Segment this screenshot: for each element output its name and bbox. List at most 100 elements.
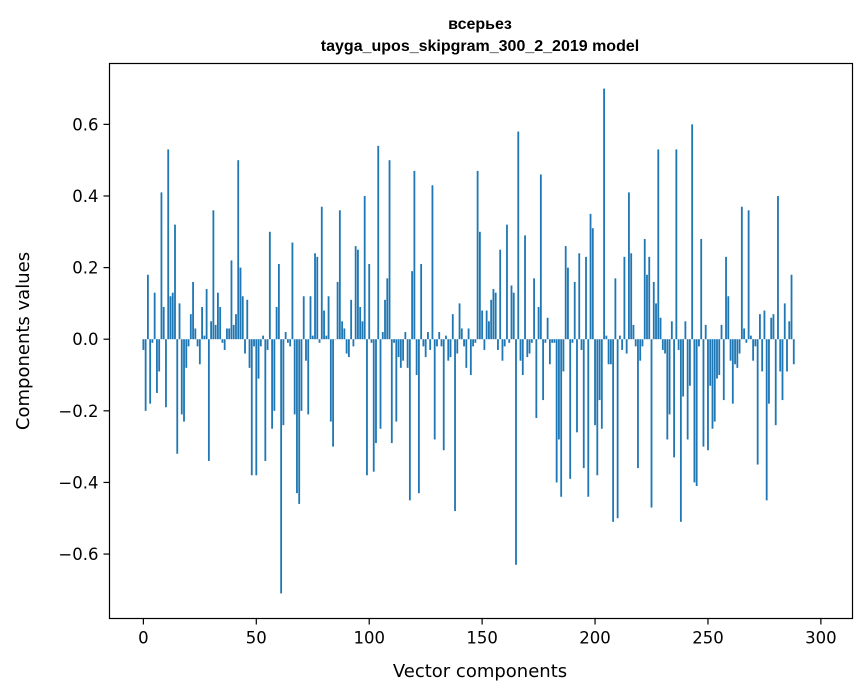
bar-component-235 [673,339,675,458]
bar-component-113 [397,339,400,358]
bar-component-220 [639,339,642,361]
bar-component-12 [169,296,172,340]
bar-component-24 [196,339,199,347]
bar-component-27 [203,335,206,340]
bar-component-67 [293,339,296,415]
bar-component-162 [508,339,511,343]
bar-component-114 [399,339,402,368]
bar-component-222 [643,238,646,340]
bar-component-10 [165,339,167,408]
bar-component-255 [718,339,721,376]
y-tick-label: 0.6 [72,115,98,134]
bar-component-62 [282,339,285,426]
bar-component-240 [684,321,687,340]
bar-component-226 [652,281,655,340]
bar-component-138 [454,339,456,512]
bar-component-154 [490,299,493,340]
bar-component-246 [698,339,700,347]
bar-component-248 [702,339,705,447]
bar-component-140 [458,303,461,340]
x-axis-ticks: 0 50 100 150 200 250 300 [138,618,837,648]
bar-component-280 [774,339,777,426]
bar-component-82 [327,296,330,340]
bar-component-8 [160,192,163,340]
y-tick-label: −0.4 [58,473,98,492]
x-tick-label: 50 [246,629,267,648]
x-tick-label: 200 [579,629,611,648]
bar-component-23 [194,328,197,340]
chart-title-model: tayga_upos_skipgram_300_2_2019 model [321,38,639,55]
bar-component-7 [158,339,161,372]
bar-component-50 [255,339,258,476]
y-tick-label: 0.2 [72,259,98,278]
bar-component-155 [492,289,495,340]
bar-component-219 [637,339,639,469]
bar-component-263 [736,339,739,368]
bar-component-143 [465,339,468,368]
bar-component-171 [528,339,531,354]
bar-component-49 [253,339,255,347]
bar-component-77 [316,256,319,340]
bar-component-229 [659,317,662,340]
bar-component-17 [180,339,183,415]
bar-component-104 [377,145,380,340]
bar-component-106 [381,332,384,340]
bar-component-186 [562,339,565,372]
bar-component-94 [354,246,357,340]
bar-component-172 [530,339,533,343]
bar-component-115 [402,339,404,361]
bar-component-64 [287,339,289,343]
bar-component-96 [359,306,362,340]
bar-component-45 [244,339,246,354]
bar-component-75 [311,335,314,340]
bar-component-35 [221,339,224,343]
x-tick-label: 250 [692,629,724,648]
bar-component-31 [212,210,215,340]
bar-component-270 [752,339,755,361]
bar-component-279 [772,314,775,340]
bar-component-218 [634,339,637,347]
bar-component-103 [375,339,377,444]
bar-component-54 [264,339,267,461]
bar-component-38 [228,328,231,340]
bar-component-257 [722,339,725,401]
bar-component-125 [424,339,427,358]
bar-component-150 [481,310,484,340]
bar-component-118 [408,339,411,501]
bar-component-56 [268,231,271,340]
bar-component-39 [230,260,233,340]
bar-component-101 [370,339,373,343]
bar-component-2 [146,274,149,340]
bar-component-177 [542,339,545,401]
bar-component-274 [761,339,764,372]
bar-component-245 [695,339,698,487]
bar-component-3 [149,339,152,404]
bar-component-105 [379,339,382,429]
bar-component-44 [241,296,244,340]
bar-component-116 [404,332,407,340]
bar-component-231 [664,339,666,354]
bar-component-20 [187,339,190,347]
bar-component-109 [388,160,391,340]
bar-component-97 [361,321,364,340]
bar-series [142,88,795,594]
bar-component-161 [506,224,508,340]
bar-component-69 [298,339,301,504]
bar-component-243 [691,124,694,340]
bar-component-244 [693,339,696,483]
y-tick-label: −0.6 [58,545,98,564]
bar-component-117 [406,339,409,368]
bar-component-9 [162,306,165,340]
bar-component-84 [332,339,334,447]
bar-component-33 [217,292,219,340]
bar-component-278 [770,317,773,340]
bar-component-121 [415,339,418,376]
bar-component-66 [291,242,294,340]
bar-component-131 [438,332,441,340]
bar-component-208 [612,339,615,522]
bar-component-60 [277,264,280,340]
bar-component-253 [713,339,716,422]
bar-component-111 [393,339,395,343]
bar-component-277 [768,339,770,404]
